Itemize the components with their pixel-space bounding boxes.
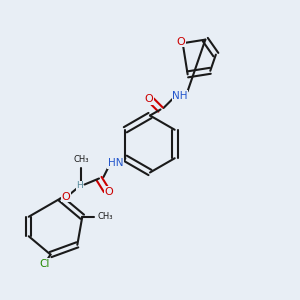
Text: HN: HN xyxy=(108,158,123,169)
Text: O: O xyxy=(61,191,70,202)
Text: O: O xyxy=(104,187,113,197)
Text: CH₃: CH₃ xyxy=(73,155,89,164)
Text: CH₃: CH₃ xyxy=(97,212,113,221)
Text: H: H xyxy=(76,182,83,190)
Text: O: O xyxy=(145,94,154,104)
Text: O: O xyxy=(177,37,186,47)
Text: NH: NH xyxy=(172,91,188,101)
Text: Cl: Cl xyxy=(39,259,50,269)
